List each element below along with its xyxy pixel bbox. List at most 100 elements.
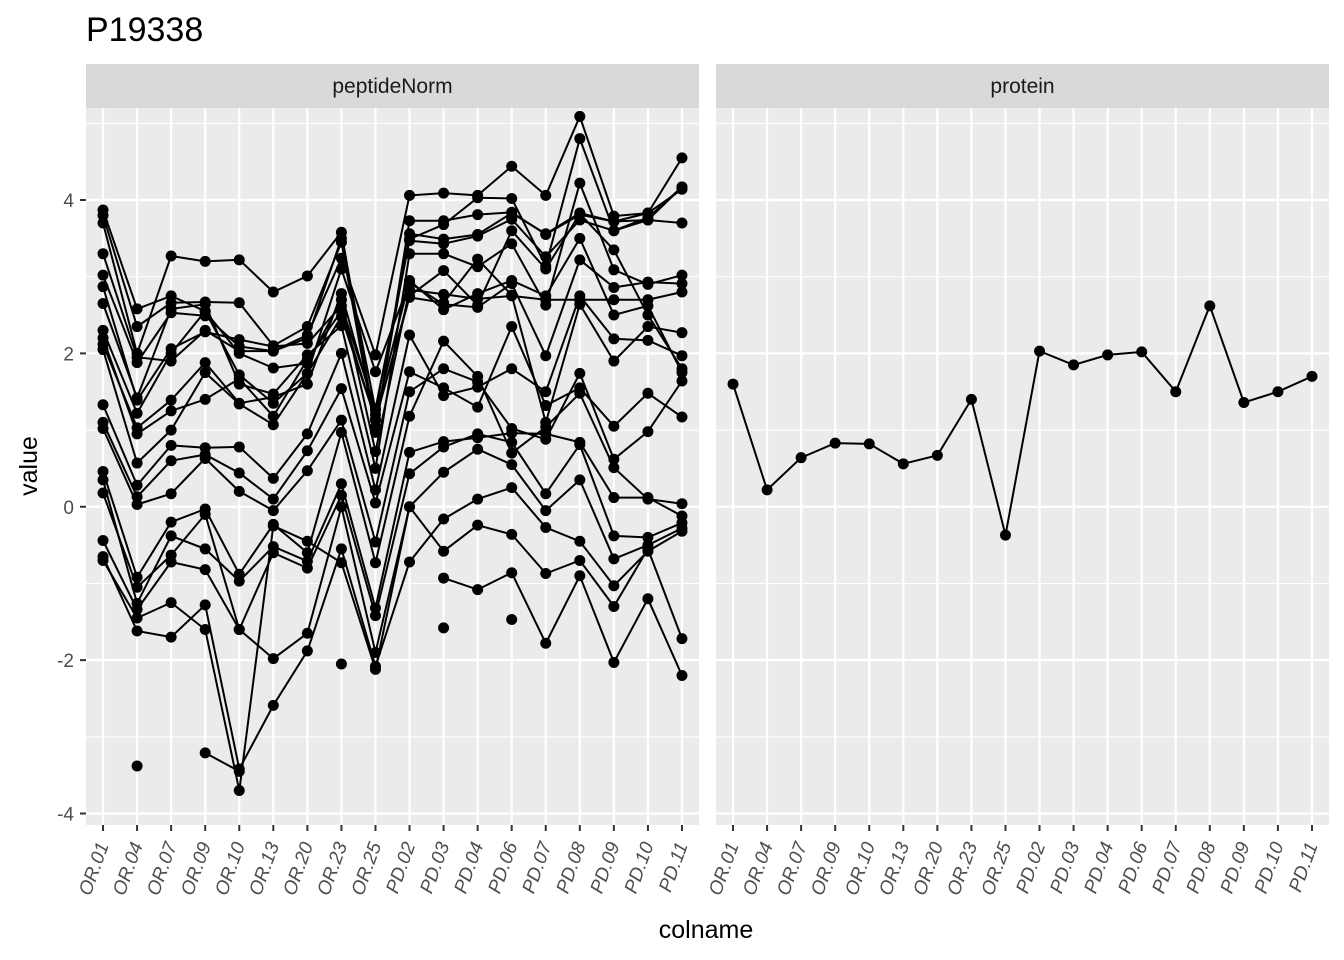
series-line [102, 324, 683, 507]
data-point [233, 254, 245, 266]
data-point [506, 528, 518, 540]
data-point [438, 238, 450, 250]
data-point [472, 209, 484, 221]
series-line [102, 432, 683, 609]
data-point [335, 501, 347, 513]
data-point [301, 627, 313, 639]
data-point [199, 367, 211, 379]
series-line [102, 486, 683, 772]
data-point [540, 637, 552, 649]
data-point [404, 446, 416, 458]
data-point [676, 375, 688, 387]
x-tick-label: PD.09 [587, 839, 625, 896]
data-point [676, 669, 688, 681]
series-line [102, 293, 683, 491]
data-point [369, 536, 381, 548]
data-point [131, 479, 143, 491]
data-point [438, 572, 450, 584]
data-point [267, 505, 279, 517]
data-point [472, 230, 484, 242]
data-point [165, 530, 177, 542]
data-point [267, 362, 279, 374]
data-point [267, 472, 279, 484]
data-point [301, 367, 313, 379]
data-point [335, 347, 347, 359]
data-point [369, 462, 381, 474]
series-line [732, 302, 1313, 536]
data-point [472, 443, 484, 455]
data-point [540, 290, 552, 302]
data-point [165, 405, 177, 417]
data-point [965, 393, 977, 405]
data-point [404, 468, 416, 480]
data-point [335, 383, 347, 395]
data-point [131, 392, 143, 404]
data-point [404, 233, 416, 245]
data-point [438, 622, 450, 634]
series-line [102, 236, 683, 430]
data-point [608, 492, 620, 504]
y-tick-label: 2 [63, 344, 74, 365]
data-point [506, 289, 518, 301]
data-point [335, 426, 347, 438]
panel-background [716, 108, 1329, 825]
y-tick-label: 4 [63, 191, 74, 212]
data-point [506, 213, 518, 225]
data-point [165, 631, 177, 643]
data-point [335, 557, 347, 569]
data-point [199, 357, 211, 369]
data-point [506, 275, 518, 287]
data-point [676, 633, 688, 645]
data-point [931, 449, 943, 461]
data-point [540, 428, 552, 440]
data-point [369, 557, 381, 569]
data-point [1068, 359, 1080, 371]
data-point [506, 321, 518, 333]
x-tick-label: OR.07 [143, 838, 182, 898]
x-tick-label: PD.04 [1081, 840, 1119, 897]
data-point [233, 485, 245, 497]
data-point [369, 497, 381, 509]
data-point [369, 413, 381, 425]
data-point [506, 363, 518, 375]
data-point [165, 455, 177, 467]
x-tick-label: PD.04 [451, 840, 489, 897]
data-point [301, 428, 313, 440]
data-point [472, 584, 484, 596]
x-axis-title: colname [659, 916, 754, 944]
data-point [472, 519, 484, 531]
data-point [97, 281, 109, 293]
x-tick-label: PD.03 [1046, 839, 1084, 896]
data-point [676, 498, 688, 510]
x-tick-label: PD.10 [621, 839, 659, 896]
data-point [642, 387, 654, 399]
data-point [506, 238, 518, 250]
data-point [540, 505, 552, 517]
data-point [97, 487, 109, 499]
data-point [438, 297, 450, 309]
data-point [540, 299, 552, 311]
data-point [165, 394, 177, 406]
data-point [131, 457, 143, 469]
x-tick-label: PD.08 [1183, 839, 1221, 896]
data-point [1170, 386, 1182, 398]
series-line [102, 258, 683, 416]
x-tick-label: OR.23 [944, 839, 983, 898]
x-tick-label: OR.04 [739, 840, 778, 899]
data-point [131, 303, 143, 315]
data-point [472, 401, 484, 413]
data-point [1034, 345, 1046, 357]
data-point [404, 275, 416, 287]
data-point [131, 581, 143, 593]
data-point [506, 427, 518, 439]
x-tick-label: OR.04 [109, 840, 148, 899]
data-point [267, 493, 279, 505]
data-point [438, 187, 450, 199]
data-point [574, 387, 586, 399]
data-point [608, 600, 620, 612]
data-point [233, 575, 245, 587]
x-tick-label: OR.07 [773, 838, 812, 898]
x-tick-label: OR.20 [280, 839, 319, 898]
x-tick-label: OR.10 [211, 839, 250, 898]
